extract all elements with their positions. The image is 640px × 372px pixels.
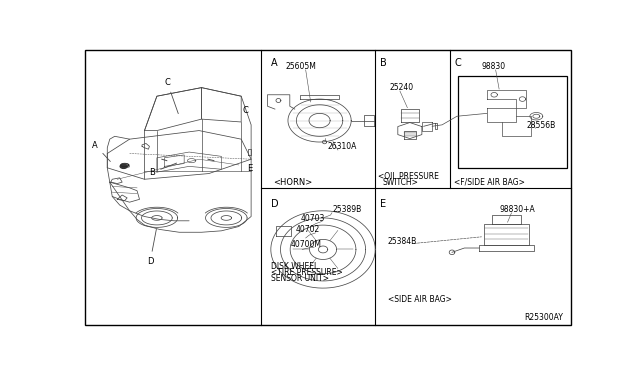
Text: A: A: [271, 58, 278, 68]
Text: <SIDE AIR BAG>: <SIDE AIR BAG>: [388, 295, 451, 304]
Text: C: C: [454, 58, 461, 68]
Text: DISK WHEEL: DISK WHEEL: [271, 263, 318, 272]
Text: 25384B: 25384B: [388, 237, 417, 246]
Text: B: B: [150, 163, 177, 177]
Text: 98830: 98830: [482, 62, 506, 71]
Bar: [458, 76, 567, 168]
Text: 26310A: 26310A: [328, 142, 357, 151]
Text: <TIRE PRESSURE>: <TIRE PRESSURE>: [271, 268, 342, 277]
Text: <OIL PRESSURE: <OIL PRESSURE: [378, 172, 438, 181]
Text: 25240: 25240: [390, 83, 414, 93]
Text: D: D: [271, 199, 278, 209]
Text: E: E: [247, 164, 252, 173]
Text: 25389B: 25389B: [333, 205, 362, 214]
Text: C: C: [242, 106, 248, 115]
Text: 40700M: 40700M: [291, 240, 322, 248]
Text: D: D: [147, 229, 156, 266]
Text: <HORN>: <HORN>: [273, 178, 313, 187]
Text: B: B: [380, 58, 387, 68]
Text: SENSOR UNIT>: SENSOR UNIT>: [271, 274, 329, 283]
Text: R25300AY: R25300AY: [525, 314, 564, 323]
Text: 40702: 40702: [296, 225, 320, 234]
Circle shape: [120, 164, 127, 169]
Text: 98830+A: 98830+A: [499, 205, 535, 214]
Text: E: E: [380, 199, 386, 209]
Text: 28556B: 28556B: [527, 121, 556, 130]
Text: <F/SIDE AIR BAG>: <F/SIDE AIR BAG>: [454, 178, 525, 187]
Text: 25605M: 25605M: [286, 62, 317, 71]
Text: SWITCH>: SWITCH>: [383, 178, 419, 187]
Text: C: C: [164, 78, 179, 113]
Text: A: A: [92, 141, 110, 161]
Text: 40703: 40703: [301, 214, 325, 223]
